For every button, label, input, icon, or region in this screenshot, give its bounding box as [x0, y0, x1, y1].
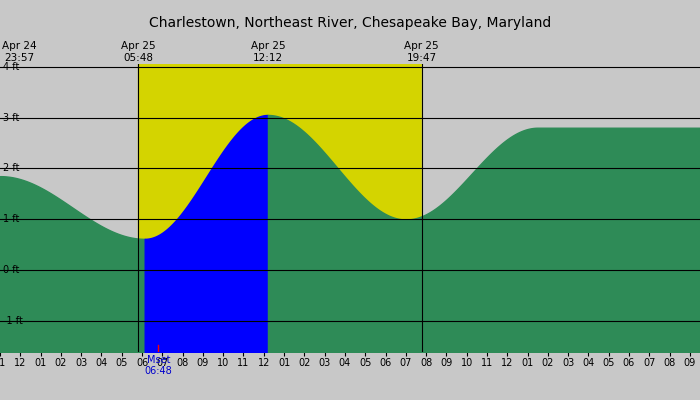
Text: Apr 25
12:12: Apr 25 12:12: [251, 41, 285, 63]
Bar: [421, 64, 700, 352]
Bar: [0, 64, 138, 352]
Text: -1 ft: -1 ft: [3, 316, 23, 326]
Text: 4 ft: 4 ft: [3, 62, 20, 72]
Text: Apr 25
19:47: Apr 25 19:47: [405, 41, 439, 63]
Text: 3 ft: 3 ft: [3, 112, 20, 122]
Text: Apr 24
23:57: Apr 24 23:57: [2, 41, 36, 63]
Text: Mset
06:48: Mset 06:48: [144, 354, 172, 376]
Text: 2 ft: 2 ft: [3, 164, 20, 174]
Text: 1 ft: 1 ft: [3, 214, 20, 224]
Text: Charlestown, Northeast River, Chesapeake Bay, Maryland: Charlestown, Northeast River, Chesapeake…: [149, 16, 551, 30]
Text: 0 ft: 0 ft: [3, 266, 20, 276]
Bar: [138, 64, 421, 352]
Text: Apr 25
05:48: Apr 25 05:48: [120, 41, 155, 63]
